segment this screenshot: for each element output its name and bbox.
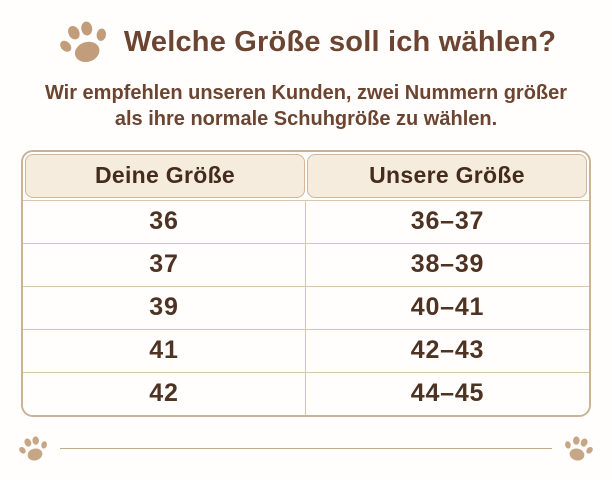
size-table-header: Deine Größe Unsere Größe — [23, 151, 589, 200]
subtitle: Wir empfehlen unseren Kunden, zwei Numme… — [0, 80, 612, 133]
size-table-body: 36 36–37 37 38–39 39 40–41 41 42–43 42 4… — [23, 199, 589, 415]
our-size-cell: 36–37 — [306, 200, 589, 243]
divider-line — [60, 447, 552, 449]
subtitle-line-2: als ihre normale Schuhgröße zu wählen. — [114, 108, 498, 131]
column-header-our-size: Unsere Größe — [307, 153, 587, 198]
our-size-cell: 40–41 — [306, 286, 589, 329]
your-size-cell: 41 — [23, 329, 306, 372]
size-table: Deine Größe Unsere Größe 36 36–37 37 38–… — [21, 149, 591, 417]
your-size-cell: 42 — [23, 372, 306, 415]
our-size-cell: 38–39 — [306, 243, 589, 286]
your-size-cell: 39 — [23, 286, 306, 329]
subtitle-line-1: Wir empfehlen unseren Kunden, zwei Numme… — [44, 82, 568, 104]
your-size-cell: 37 — [23, 243, 306, 286]
paw-icon — [49, 9, 118, 76]
table-row: 37 38–39 — [23, 242, 589, 286]
table-row: 42 44–45 — [23, 371, 589, 415]
footer-decoration — [0, 428, 612, 468]
column-header-your-size: Deine Größe — [25, 153, 305, 198]
paw-icon — [14, 429, 54, 467]
table-row: 41 42–43 — [23, 328, 589, 372]
our-size-cell: 44–45 — [306, 372, 589, 415]
our-size-cell: 42–43 — [306, 329, 589, 372]
paw-icon — [559, 429, 599, 467]
header: Welche Größe soll ich wählen? — [0, 0, 612, 70]
table-row: 36 36–37 — [23, 199, 589, 243]
page-title: Welche Größe soll ich wählen? — [123, 25, 557, 58]
table-row: 39 40–41 — [23, 285, 589, 329]
your-size-cell: 36 — [23, 200, 306, 243]
